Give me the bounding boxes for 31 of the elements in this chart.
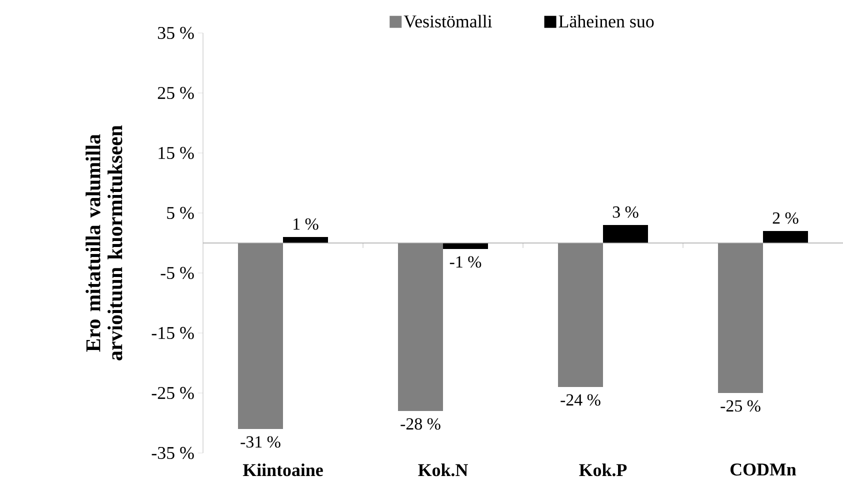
data-label: -1 % [450, 256, 482, 268]
x-tick-label: CODMn [730, 464, 796, 476]
data-label: -24 % [560, 394, 600, 406]
y-tick-label: -35 % [152, 446, 194, 460]
bar [718, 242, 764, 393]
bar [558, 242, 604, 387]
data-label: -28 % [400, 418, 440, 430]
data-label: 3 % [612, 206, 638, 218]
bar [603, 224, 648, 243]
x-tick-label: Kok.N [418, 464, 468, 476]
data-label: -25 % [720, 400, 760, 412]
data-label: 1 % [294, 218, 318, 230]
data-label: -31 % [240, 436, 280, 448]
bar [283, 236, 328, 243]
y-tick-label: -25 % [152, 386, 194, 400]
bar [238, 242, 283, 429]
y-tick-label: -15 % [152, 326, 194, 340]
x-tick-label: Kiintoaine [242, 464, 323, 476]
bar [398, 242, 444, 411]
data-label: 2 % [772, 212, 798, 224]
legend-label: Läheinen suo [558, 14, 654, 28]
y-tick-label: 25 % [158, 86, 194, 100]
y-tick-label: 5 % [167, 206, 194, 220]
y-tick-label: 35 % [158, 26, 194, 40]
legend-label: Vesistömalli [404, 14, 492, 28]
y-tick-label: 15 % [158, 146, 194, 160]
y-tick-label: -5 % [160, 266, 194, 280]
y-axis-title: Ero mitatuilla valumilla arvioituun kuormitukseen [86, 125, 122, 360]
x-tick-label: Kok.P [579, 464, 627, 476]
bar [443, 242, 488, 249]
bar [763, 230, 808, 243]
